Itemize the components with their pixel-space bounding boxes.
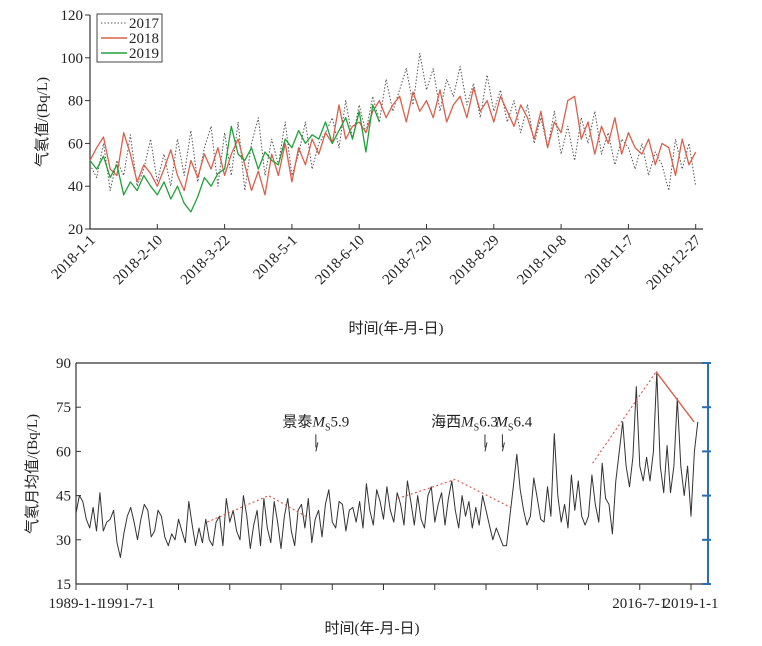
- y-tick-label: 90: [56, 356, 71, 372]
- y-tick-label: 75: [56, 400, 71, 416]
- trend-line-2: [397, 478, 511, 508]
- monthly-series-line: [75, 371, 699, 558]
- series-line-2017: [89, 53, 697, 191]
- x-tick-label: 1989-1-1: [49, 596, 104, 612]
- magnitude-symbol: M: [311, 414, 326, 430]
- y-tick-label: 20: [68, 222, 83, 238]
- daily-radon-chart: 20 40 60 80 100 120 2018-1-1 2018-2-10 2018-3-22…: [49, 8, 705, 293]
- magnitude-subscript: S: [474, 422, 480, 433]
- legend-label-2017: 2017: [129, 16, 160, 32]
- y-tick-label: 60: [68, 136, 83, 152]
- earthquake-arrow-icon: [315, 434, 319, 452]
- x-tick-label: 2018-8-29: [447, 233, 503, 289]
- bottom-x-axis-label: 时间(年-月-日): [325, 620, 420, 637]
- legend-label-2019: 2019: [129, 46, 159, 62]
- x-tick-label: 2018-3-22: [178, 233, 234, 289]
- earthquake-arrow-icon: [501, 434, 505, 452]
- earthquake-label: MS6.4: [494, 414, 532, 433]
- x-tick-label: 2018-11-7: [582, 232, 637, 287]
- magnitude-value: 6.3: [479, 414, 498, 430]
- x-tick-label: 2019-1-1: [664, 596, 719, 612]
- y-tick-label: 100: [61, 51, 84, 67]
- top-y-axis-label: 气氡值/(Bq/L): [33, 77, 51, 167]
- x-tick-label: 2018-6-10: [313, 233, 369, 289]
- earthquake-place: 海西: [431, 413, 461, 430]
- earthquake-arrow-icon: [484, 434, 488, 452]
- x-tick-label: 2018-5-1: [251, 233, 301, 283]
- x-tick-label: 2018-2-10: [111, 233, 167, 289]
- magnitude-subscript: S: [508, 422, 514, 433]
- y-tick-label: 80: [68, 94, 83, 110]
- earthquake-place: 景泰: [282, 413, 312, 430]
- x-tick-label: 2018-10-8: [514, 233, 570, 289]
- y-tick-label: 30: [56, 533, 71, 549]
- y-tick-label: 120: [61, 8, 84, 24]
- series-line-2019: [89, 104, 381, 213]
- trend-line-1: [206, 494, 306, 523]
- earthquake-label: 海西MS6.3: [431, 413, 498, 433]
- x-tick-label: 1991-7-1: [100, 596, 155, 612]
- x-tick-label: 2018-12-27: [644, 232, 705, 293]
- magnitude-symbol: M: [460, 414, 475, 430]
- x-tick-label: 2018-7-20: [380, 233, 436, 289]
- bottom-y-axis-label: 气氡月均值/(Bq/L): [23, 414, 41, 534]
- magnitude-symbol: M: [494, 414, 509, 430]
- x-tick-label: 2018-1-1: [49, 233, 99, 283]
- series-line-2018: [89, 87, 697, 196]
- y-tick-label: 40: [68, 179, 83, 195]
- y-tick-label: 45: [56, 489, 71, 505]
- trend-line-3: [592, 371, 657, 464]
- top-x-axis-label: 时间(年-月-日): [349, 320, 444, 337]
- y-tick-label: 60: [56, 444, 71, 460]
- legend-label-2018: 2018: [129, 31, 159, 47]
- y-tick-label: 15: [56, 577, 71, 593]
- trend-line-4: [655, 371, 695, 423]
- magnitude-subscript: S: [325, 422, 331, 433]
- magnitude-value: 5.9: [331, 414, 350, 430]
- x-tick-label: 2016-7-1: [612, 596, 667, 612]
- earthquake-label: 景泰MS5.9: [282, 413, 349, 433]
- magnitude-value: 6.4: [513, 414, 532, 430]
